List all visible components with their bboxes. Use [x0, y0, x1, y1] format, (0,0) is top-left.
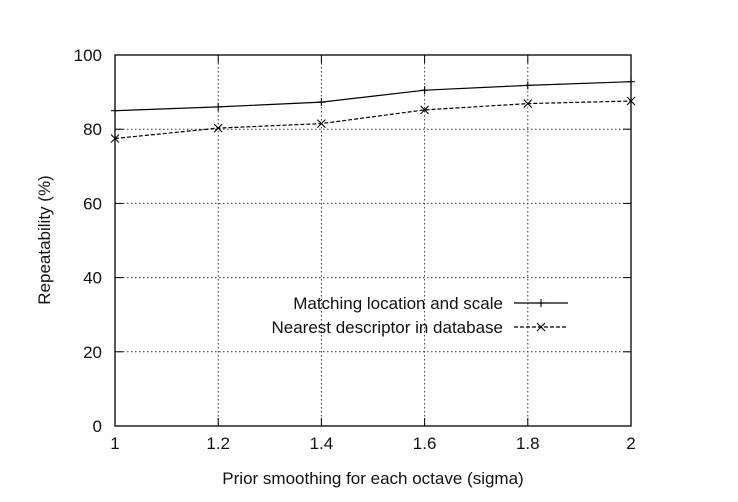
- plot-frame: [114, 54, 632, 427]
- x-axis-label: Prior smoothing for each octave (sigma): [222, 469, 523, 488]
- series-line-1: [114, 81, 632, 112]
- y-axis-label: Repeatability (%): [35, 175, 54, 304]
- series-2-point: [523, 99, 533, 108]
- series-2-point: [213, 123, 223, 133]
- series-layer: [110, 77, 636, 143]
- y-tick-label: 0: [93, 417, 102, 436]
- legend-label-1: Matching location and scale: [293, 294, 503, 313]
- x-tick-label: 2: [626, 434, 635, 453]
- y-tick-label: 60: [83, 194, 102, 213]
- series-2-point: [317, 119, 326, 129]
- x-tick-label: 1.6: [413, 434, 437, 453]
- legend-label-2: Nearest descriptor in database: [271, 318, 503, 337]
- y-tick-label: 20: [83, 343, 102, 362]
- y-tick-label: 40: [83, 269, 102, 288]
- x-tick-label: 1.2: [206, 434, 230, 453]
- legend-marker-2: [536, 322, 546, 332]
- series-line-2: [114, 100, 632, 140]
- y-tick-label: 80: [83, 120, 102, 139]
- y-tick-label: 100: [74, 46, 102, 65]
- x-tick-label: 1.8: [516, 434, 540, 453]
- grid-layer: [115, 55, 631, 426]
- x-tick-label: 1: [110, 434, 119, 453]
- series-2-point: [420, 105, 429, 115]
- x-tick-label: 1.4: [310, 434, 334, 453]
- legend: Matching location and scale Nearest descr…: [271, 294, 568, 337]
